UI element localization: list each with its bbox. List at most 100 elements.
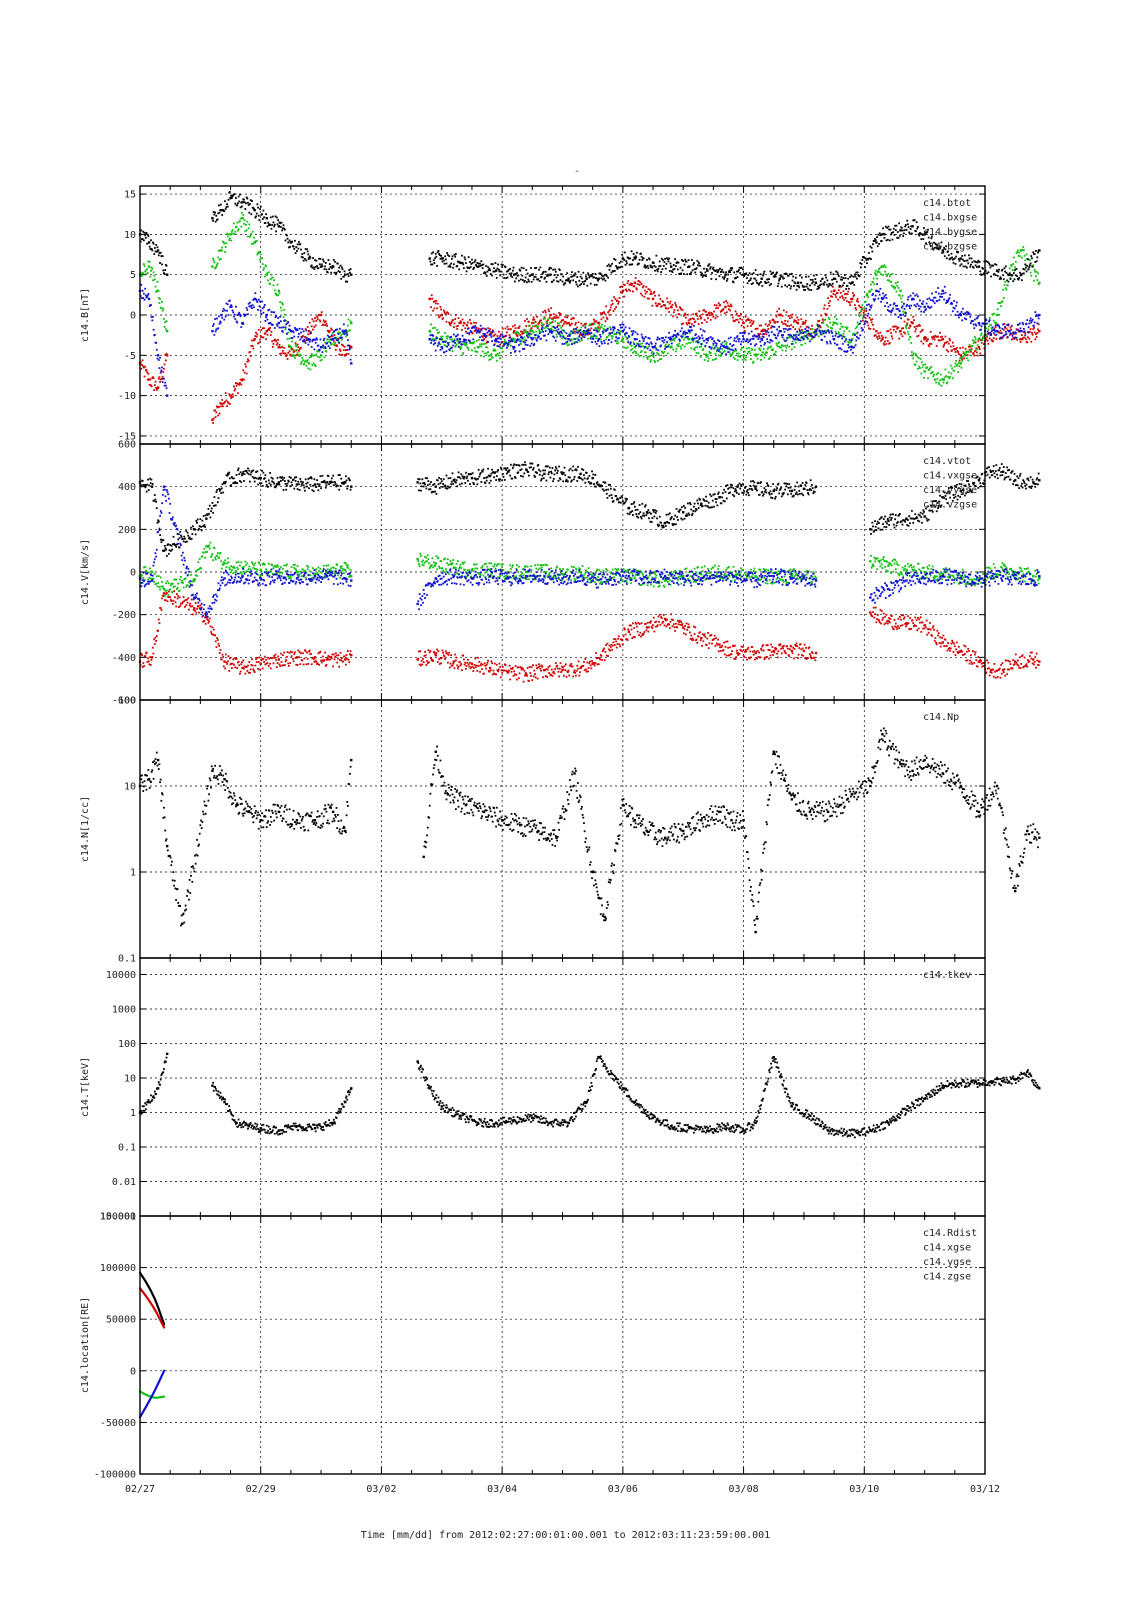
data-point (693, 337, 696, 340)
data-point (862, 313, 865, 316)
data-point (686, 331, 689, 334)
data-point (211, 329, 214, 333)
data-point (935, 345, 938, 347)
data-point (479, 354, 482, 357)
data-point (347, 275, 350, 277)
data-point (653, 359, 656, 362)
data-point (822, 332, 825, 335)
data-point (472, 325, 475, 328)
data-point (537, 325, 540, 328)
data-point (943, 255, 946, 258)
data-point (271, 340, 274, 343)
data-point (932, 375, 935, 378)
data-point (809, 334, 811, 337)
data-point (1011, 274, 1014, 277)
data-point (252, 242, 255, 245)
data-point (482, 263, 485, 266)
data-point (722, 351, 725, 354)
data-point (468, 333, 471, 336)
data-point (227, 655, 230, 658)
data-point (587, 272, 589, 275)
data-point (638, 344, 640, 347)
data-point (231, 309, 234, 312)
data-point (186, 601, 189, 604)
data-point (192, 613, 194, 616)
data-point (739, 312, 742, 315)
data-point (656, 304, 659, 307)
data-point (797, 284, 800, 287)
data-point (307, 257, 311, 260)
data-point (1027, 331, 1029, 333)
data-point (733, 337, 736, 340)
data-point (545, 280, 548, 283)
data-point (281, 227, 284, 230)
data-point (257, 214, 260, 217)
data-point (165, 352, 168, 355)
data-point (845, 338, 848, 341)
data-point (562, 329, 565, 332)
series-c14.btot (138, 191, 1041, 291)
data-point (341, 354, 344, 356)
data-point (679, 345, 682, 348)
data-point (565, 279, 568, 281)
data-point (723, 349, 726, 352)
data-point (324, 346, 326, 348)
data-point (287, 321, 290, 323)
data-point (835, 318, 838, 321)
data-point (453, 338, 456, 341)
data-point (498, 345, 501, 348)
data-point (951, 349, 954, 352)
data-point (342, 329, 345, 332)
data-point (902, 310, 905, 313)
data-point (995, 321, 998, 324)
data-point (924, 363, 927, 366)
data-point (228, 403, 231, 405)
data-point (935, 373, 938, 376)
data-point (220, 313, 223, 317)
data-point (145, 368, 148, 371)
data-point (691, 329, 693, 332)
data-point (140, 367, 143, 370)
data-point (165, 264, 168, 267)
data-point (532, 318, 534, 321)
data-point (460, 321, 463, 324)
data-point (628, 327, 631, 330)
data-point (778, 307, 781, 310)
data-point (211, 626, 214, 629)
data-point (465, 262, 467, 264)
data-point (627, 288, 630, 291)
data-point (447, 265, 450, 268)
data-point (673, 309, 676, 311)
data-point (147, 293, 150, 295)
data-point (215, 214, 218, 217)
data-point (961, 307, 964, 310)
data-point (185, 604, 188, 607)
y-tick-label: -15 (118, 431, 136, 442)
data-point (240, 225, 243, 228)
data-point (952, 345, 955, 348)
data-point (307, 253, 310, 256)
data-point (792, 342, 795, 345)
data-point (493, 267, 495, 270)
data-point (836, 323, 839, 326)
data-point (570, 271, 573, 274)
data-point (747, 351, 750, 353)
data-point (716, 346, 719, 349)
data-point (865, 307, 868, 310)
data-point (618, 262, 621, 264)
data-point (809, 284, 811, 287)
data-point (314, 324, 317, 327)
data-point (497, 268, 500, 271)
data-point (634, 277, 637, 279)
data-point (515, 330, 518, 333)
data-point (1004, 330, 1007, 333)
data-point (784, 319, 787, 322)
data-point (562, 335, 565, 338)
data-point (862, 328, 864, 331)
data-point (828, 318, 831, 321)
data-point (156, 280, 159, 283)
data-point (767, 281, 770, 284)
data-point (791, 279, 794, 282)
data-point (478, 331, 481, 334)
data-point (992, 340, 994, 342)
